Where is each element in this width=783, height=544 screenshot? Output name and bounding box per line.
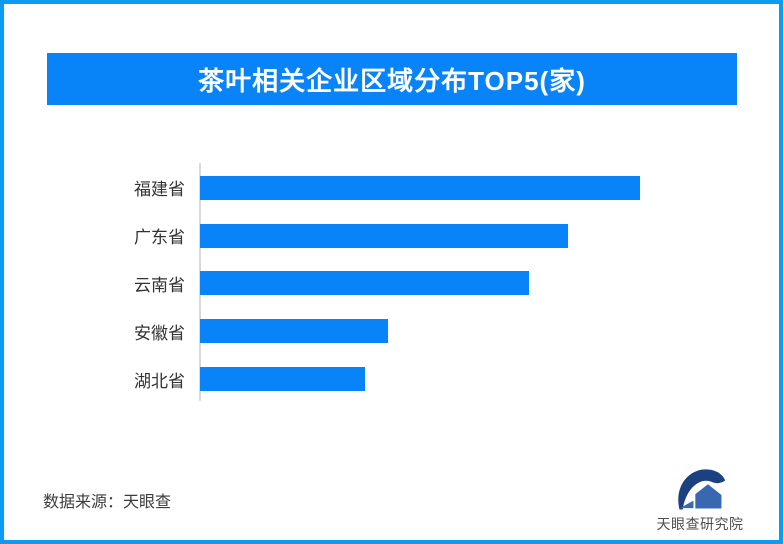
chart-row: 广东省 — [0, 212, 780, 260]
bar — [200, 271, 529, 296]
bar-rows: 福建省广东省云南省安徽省湖北省 — [0, 164, 780, 403]
bar-label: 云南省 — [134, 275, 185, 295]
tianyancha-logo-icon — [678, 469, 726, 510]
bar — [200, 175, 640, 200]
chart-row: 福建省 — [0, 164, 780, 212]
tianyancha-logo: 天眼查研究院 — [653, 465, 747, 534]
bar-track — [200, 271, 780, 296]
chart-row: 云南省 — [0, 260, 780, 308]
bar — [200, 367, 365, 392]
bar-track — [200, 175, 780, 200]
bar-label: 福建省 — [134, 180, 185, 200]
chart-row: 湖北省 — [0, 355, 780, 403]
bar — [200, 223, 568, 248]
bar-track — [200, 367, 780, 392]
tianyancha-logo-text: 天眼查研究院 — [656, 516, 744, 532]
chart-title-banner: 茶叶相关企业区域分布TOP5(家) — [47, 53, 737, 105]
bar-label: 湖北省 — [134, 371, 185, 391]
bar-label: 安徽省 — [134, 323, 185, 343]
data-source-label: 数据来源：天眼查 — [43, 494, 172, 511]
bar — [200, 319, 388, 344]
bar-track — [200, 223, 780, 248]
bar-track — [200, 319, 780, 344]
chart-row: 安徽省 — [0, 307, 780, 355]
bar-chart: 福建省广东省云南省安徽省湖北省 — [0, 163, 783, 402]
chart-title: 茶叶相关企业区域分布TOP5(家) — [198, 65, 586, 96]
bar-label: 广东省 — [134, 228, 185, 248]
